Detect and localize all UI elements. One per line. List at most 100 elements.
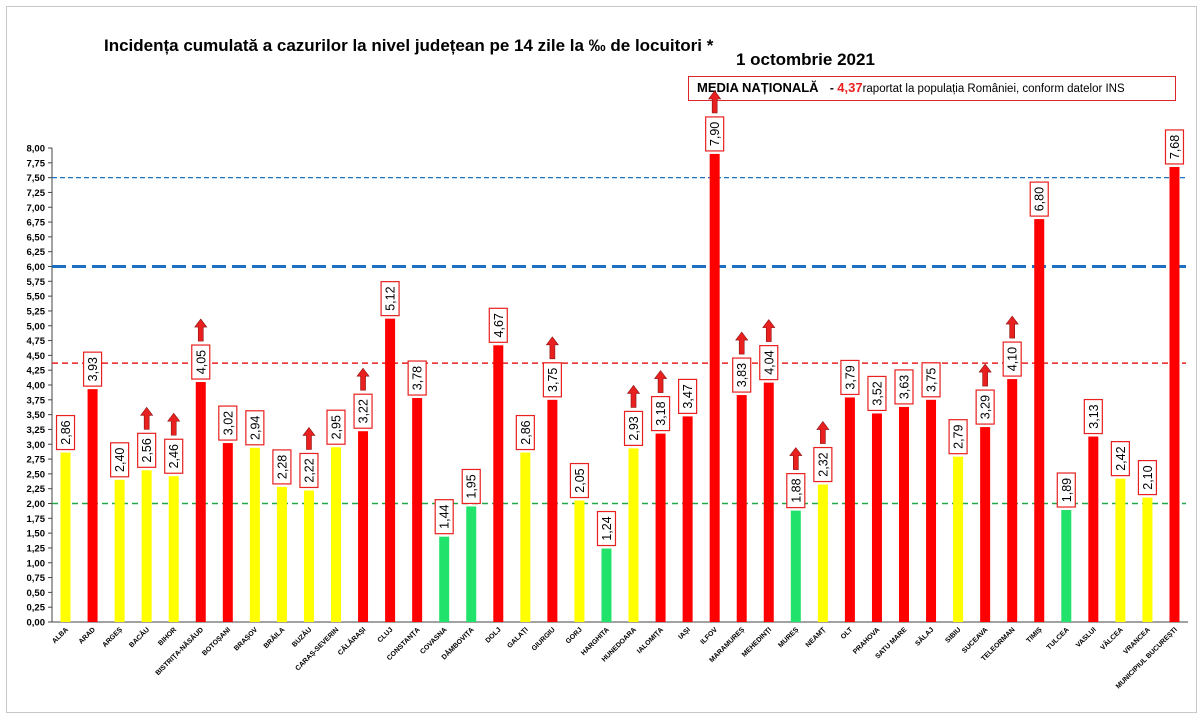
y-tick-label: 3,25	[27, 425, 46, 436]
data-label-box	[840, 359, 860, 396]
data-label: 2,22	[302, 458, 316, 482]
x-tick-label: COVASNA	[419, 626, 448, 655]
data-label-box	[623, 410, 644, 446]
data-label-box	[1164, 129, 1185, 165]
bar	[763, 382, 774, 622]
y-tick-label: 6,25	[27, 247, 46, 258]
data-label: 2,56	[140, 438, 154, 462]
y-tick-label: 1,75	[27, 514, 46, 525]
data-label-box	[1056, 472, 1076, 508]
x-tick-label: CĂLĂRAȘI	[336, 625, 368, 657]
x-tick-label: SIBIU	[944, 626, 962, 644]
data-label-box	[461, 468, 481, 505]
bar	[736, 395, 747, 622]
x-tick-label: IALOMIȚA	[636, 626, 665, 655]
data-label: 2,93	[627, 416, 641, 440]
data-label-box	[650, 395, 671, 432]
y-tick-label: 4,00	[27, 381, 46, 392]
bar	[628, 448, 639, 622]
data-label: 3,93	[86, 357, 100, 381]
x-tick-label: GORJ	[565, 626, 584, 645]
x-tick-label: TIMIȘ	[1025, 626, 1043, 644]
bar	[303, 490, 314, 622]
data-label-box	[921, 362, 941, 398]
data-label-box	[515, 414, 535, 451]
data-label-box	[786, 473, 806, 509]
data-label-box	[1137, 459, 1158, 496]
bar	[412, 398, 423, 622]
bar	[1007, 379, 1018, 622]
data-label: 1,95	[465, 474, 479, 498]
x-tick-label: NEAMȚ	[805, 626, 828, 649]
y-tick-label: 2,25	[27, 484, 46, 495]
data-label-box	[353, 393, 373, 429]
bar	[574, 500, 585, 622]
data-label-box	[596, 510, 617, 547]
x-tick-label: VÂLCEA	[1098, 625, 1125, 652]
x-tick-label: DOLJ	[485, 626, 503, 644]
x-tick-label: GIURGIU	[531, 626, 557, 652]
x-tick-label: ILFOV	[700, 626, 720, 646]
up-arrow-icon	[302, 426, 316, 450]
x-tick-label: CLUJ	[377, 626, 395, 644]
data-label: 3,13	[1087, 404, 1101, 428]
x-tick-label: BIHOR	[157, 626, 178, 647]
bar	[276, 486, 287, 622]
data-label-box	[137, 432, 157, 468]
data-label: 2,79	[952, 424, 966, 448]
y-tick-label: 4,75	[27, 336, 46, 347]
x-tick-label: MUREȘ	[777, 626, 800, 649]
x-tick-label: PRAHOVA	[852, 626, 881, 655]
data-label: 1,89	[1060, 478, 1074, 502]
y-tick-label: 6,75	[27, 218, 46, 229]
y-tick-label: 0,75	[27, 573, 46, 584]
x-tick-label: BRAȘOV	[233, 626, 259, 652]
data-label: 3,22	[357, 399, 371, 423]
data-label: 3,78	[411, 366, 425, 390]
data-label: 3,47	[681, 384, 695, 408]
national-average-value: 4,37	[837, 80, 863, 95]
y-tick-label: 3,75	[27, 395, 46, 406]
chart-date: 1 octombrie 2021	[736, 50, 875, 69]
y-tick-label: 6,50	[27, 232, 46, 243]
y-tick-label: 3,50	[27, 410, 46, 421]
bar	[601, 548, 612, 622]
up-arrow-icon	[545, 336, 559, 360]
national-average-dash: -	[829, 81, 834, 95]
up-arrow-icon	[356, 367, 370, 391]
data-label: 3,18	[654, 401, 668, 425]
data-label: 2,32	[816, 452, 830, 476]
bar	[1142, 497, 1153, 622]
data-label-box	[245, 410, 265, 446]
up-arrow-icon	[789, 447, 803, 470]
data-label-box	[678, 378, 698, 415]
bar	[899, 406, 909, 622]
x-tick-label: BUZĂU	[290, 625, 314, 649]
data-label: 3,75	[546, 368, 560, 392]
up-arrow-icon	[735, 331, 749, 355]
y-tick-label: 5,25	[27, 306, 46, 317]
data-label-box	[894, 369, 914, 405]
bar	[520, 452, 531, 622]
x-tick-label: BOTOȘANI	[201, 626, 232, 657]
data-label: 2,28	[275, 455, 289, 479]
data-label-box	[1029, 181, 1049, 217]
bar	[114, 479, 125, 622]
bar	[358, 431, 369, 622]
bar	[249, 447, 260, 622]
data-label: 5,12	[384, 286, 398, 310]
y-tick-label: 1,00	[27, 558, 46, 569]
bar	[547, 399, 558, 622]
y-tick-label: 2,00	[27, 499, 46, 510]
y-tick-label: 7,25	[27, 188, 46, 199]
data-label: 6,80	[1033, 187, 1047, 211]
data-label: 7,90	[708, 122, 722, 146]
bar	[1169, 166, 1180, 622]
up-arrow-icon	[1005, 315, 1019, 339]
y-tick-label: 1,25	[27, 543, 46, 554]
data-label-box	[218, 405, 238, 441]
national-average-label: MEDIA NAȚIONALĂ	[697, 80, 819, 95]
data-label-box	[326, 409, 346, 445]
bar	[60, 452, 71, 622]
x-tick-label: SĂLAJ	[913, 625, 936, 648]
